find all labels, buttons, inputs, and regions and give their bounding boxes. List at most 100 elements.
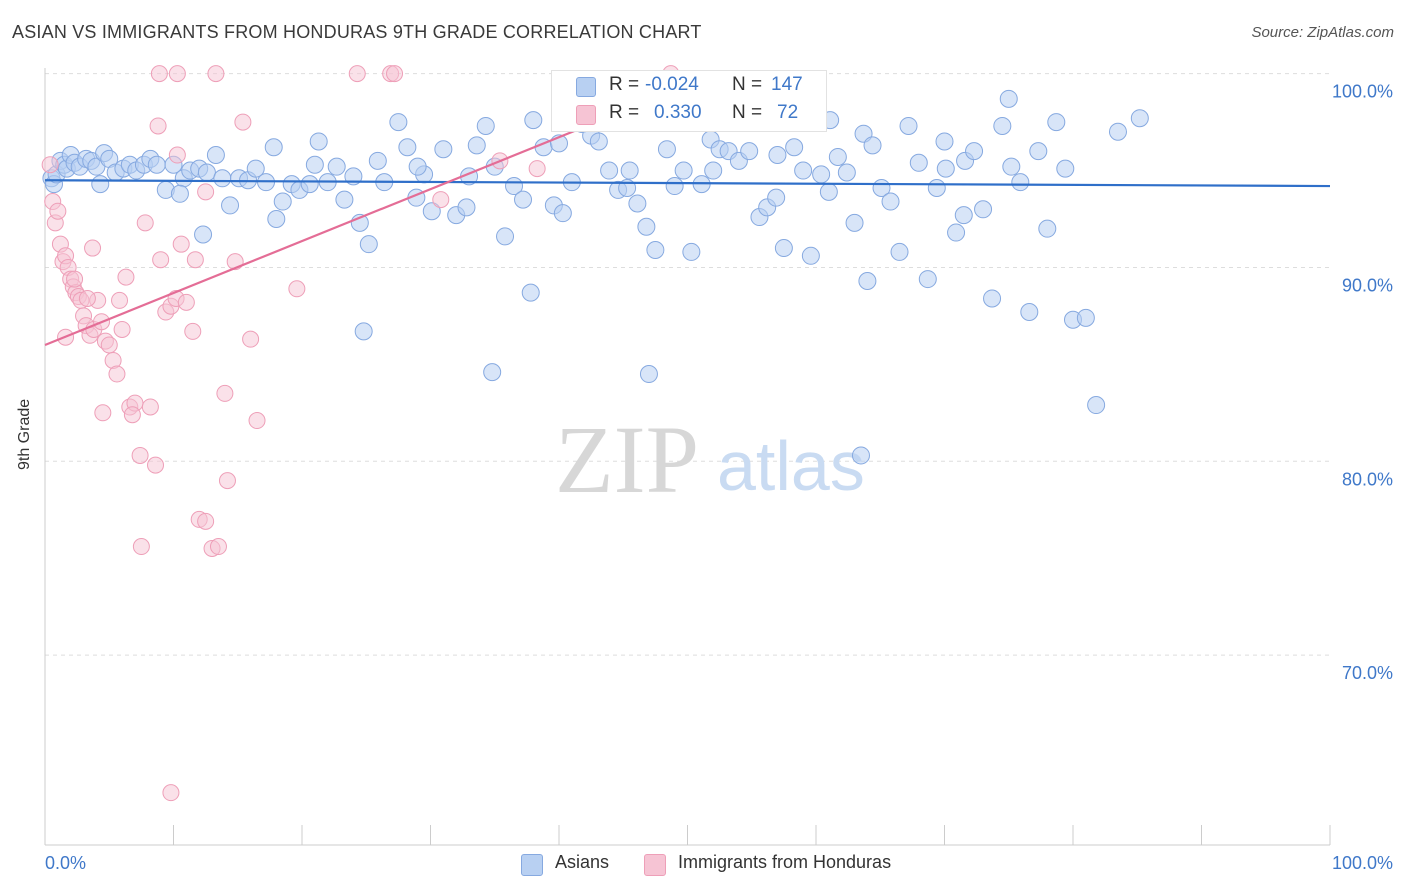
asian-point (213, 169, 232, 188)
asian-point (514, 190, 533, 209)
honduras-point (242, 330, 260, 348)
asian-point (170, 184, 189, 203)
honduras-point (41, 156, 59, 174)
legend-r-value: 0.330 (654, 102, 702, 123)
asian-point (264, 138, 283, 157)
legend-n-value: 72 (777, 102, 799, 123)
honduras-point (149, 117, 167, 135)
asian-point (422, 202, 441, 221)
asian-point (524, 111, 543, 130)
asian-point (812, 165, 831, 184)
asian-point (740, 142, 759, 161)
asian-point (682, 242, 701, 261)
asian-point (646, 240, 665, 259)
legend-n-label: N = (732, 74, 763, 95)
asian-point (974, 200, 993, 219)
honduras-point (248, 412, 266, 430)
honduras-point (234, 113, 252, 131)
asian-point (553, 204, 572, 223)
asian-point (246, 159, 265, 178)
asian-point (408, 157, 427, 176)
asian-point (954, 206, 973, 225)
axes-layer (44, 68, 1331, 846)
series-legend: Asians Immigrants from Honduras (0, 851, 1406, 879)
legend-r-label: R = (609, 74, 640, 95)
asian-point (890, 242, 909, 261)
legend-r-value: -0.024 (645, 74, 699, 95)
honduras-point (141, 398, 159, 416)
asian-point (947, 223, 966, 242)
legend-r-label: R = (609, 102, 640, 123)
asian-point (637, 217, 656, 236)
asian-point (999, 89, 1018, 108)
x-tick-label: 100.0% (1332, 853, 1393, 873)
honduras-points (41, 65, 680, 802)
legend-swatch-honduras (576, 105, 596, 125)
stats-legend: R = -0.024 N = 147 R = 0.330 N = 72 (551, 70, 827, 132)
asian-point (774, 239, 793, 258)
asian-point (665, 177, 684, 196)
asian-point (881, 192, 900, 211)
asian-point (801, 246, 820, 265)
honduras-point (432, 191, 450, 209)
asian-point (1108, 122, 1127, 141)
asian-point (704, 161, 723, 180)
asian-point (767, 188, 786, 207)
honduras-point (172, 235, 190, 253)
legend-swatch-honduras (644, 854, 666, 876)
honduras-point (150, 65, 168, 83)
honduras-point (218, 472, 236, 490)
legend-label-asians: Asians (555, 852, 610, 872)
asian-point (389, 113, 408, 132)
honduras-point (131, 446, 149, 464)
asian-point (628, 194, 647, 213)
y-tick-label: 90.0% (1342, 275, 1393, 295)
legend-swatch-asians (521, 854, 543, 876)
asian-point (794, 161, 813, 180)
honduras-point (147, 456, 165, 474)
asian-point (935, 132, 954, 151)
asian-point (851, 446, 870, 465)
asian-point (858, 272, 877, 291)
honduras-point (184, 322, 202, 340)
asian-point (483, 363, 502, 382)
asian-point (620, 161, 639, 180)
asian-point (589, 132, 608, 151)
asian-point (221, 196, 240, 215)
asian-point (899, 116, 918, 135)
asian-point (267, 209, 286, 228)
honduras-point (386, 65, 404, 83)
asian-point (206, 146, 225, 165)
honduras-point (348, 65, 366, 83)
honduras-point (136, 214, 154, 232)
asian-point (1047, 113, 1066, 132)
honduras-point (100, 336, 118, 354)
honduras-point (66, 270, 84, 288)
asian-point (300, 175, 319, 194)
honduras-point (197, 183, 215, 201)
asian-point (768, 146, 787, 165)
honduras-point (94, 404, 112, 422)
asian-point (657, 140, 676, 159)
asian-point (476, 116, 495, 135)
watermark: ZIP atlas (555, 406, 865, 513)
honduras-point (177, 293, 195, 311)
asian-point (1011, 173, 1030, 192)
honduras-point (84, 239, 102, 257)
asian-point (194, 225, 213, 244)
asian-point (467, 136, 486, 155)
asian-point (335, 190, 354, 209)
honduras-point (49, 202, 67, 220)
honduras-point (152, 251, 170, 269)
asian-point (1029, 142, 1048, 161)
asian-point (828, 147, 847, 166)
asian-point (936, 159, 955, 178)
honduras-point (168, 146, 186, 164)
asian-point (1056, 159, 1075, 178)
honduras-point (186, 251, 204, 269)
legend-n-value: 147 (771, 74, 803, 95)
asian-point (983, 289, 1002, 308)
y-tick-label: 100.0% (1332, 82, 1393, 102)
honduras-point (113, 320, 131, 338)
